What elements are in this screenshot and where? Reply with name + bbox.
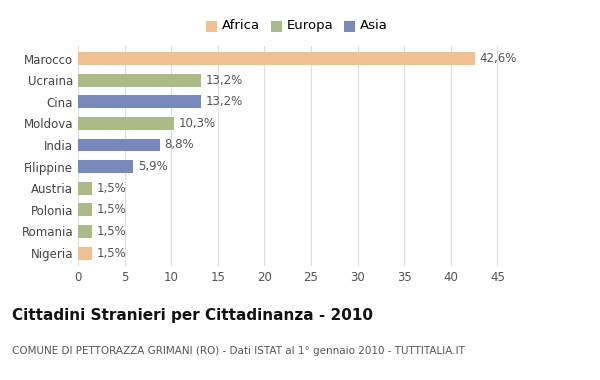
Text: 1,5%: 1,5% <box>97 225 127 238</box>
Bar <box>78 95 201 108</box>
Text: 13,2%: 13,2% <box>206 74 243 87</box>
Text: COMUNE DI PETTORAZZA GRIMANI (RO) - Dati ISTAT al 1° gennaio 2010 - TUTTITALIA.I: COMUNE DI PETTORAZZA GRIMANI (RO) - Dati… <box>12 346 465 356</box>
Bar <box>78 74 201 87</box>
Bar <box>78 225 92 238</box>
Text: Cittadini Stranieri per Cittadinanza - 2010: Cittadini Stranieri per Cittadinanza - 2… <box>12 308 373 323</box>
Text: 1,5%: 1,5% <box>97 182 127 195</box>
Text: 1,5%: 1,5% <box>97 247 127 260</box>
Bar <box>78 247 92 260</box>
Text: 42,6%: 42,6% <box>479 52 517 65</box>
Bar <box>78 203 92 216</box>
Text: 1,5%: 1,5% <box>97 203 127 216</box>
Bar <box>78 182 92 195</box>
Bar <box>78 117 174 130</box>
Text: 8,8%: 8,8% <box>164 138 194 152</box>
Bar <box>78 139 160 152</box>
Text: 10,3%: 10,3% <box>179 117 216 130</box>
Text: 5,9%: 5,9% <box>137 160 167 173</box>
Legend: Africa, Europa, Asia: Africa, Europa, Asia <box>206 19 388 32</box>
Bar <box>78 160 133 173</box>
Text: 13,2%: 13,2% <box>206 95 243 108</box>
Bar <box>78 52 475 65</box>
